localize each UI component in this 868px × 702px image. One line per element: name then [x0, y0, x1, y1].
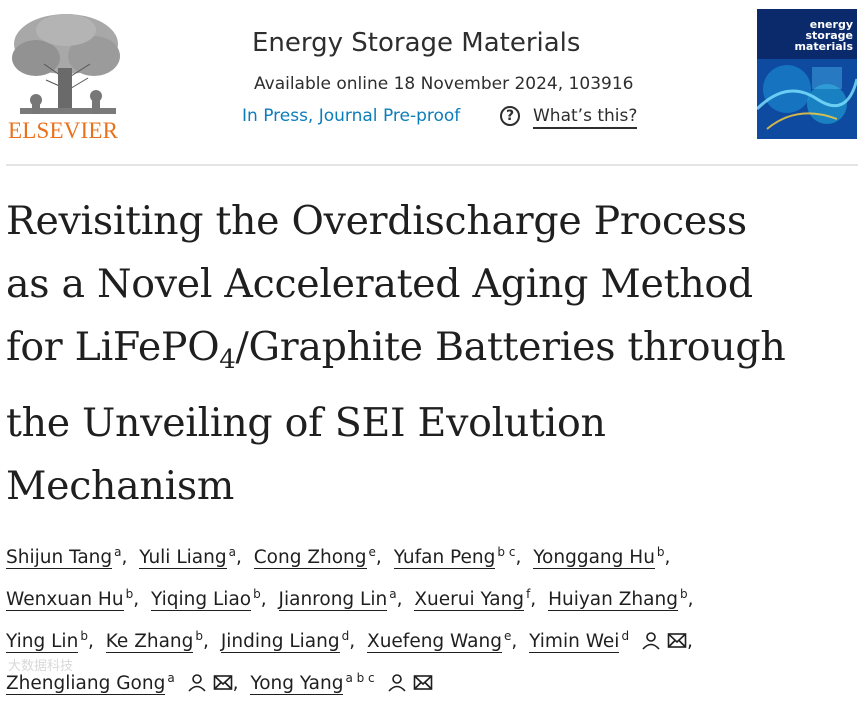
author-name[interactable]: Yuli Liang: [139, 547, 227, 569]
affiliation-marker[interactable]: b c: [497, 545, 516, 559]
title-line: as a Novel Accelerated Aging Method: [6, 261, 753, 307]
person-icon[interactable]: [387, 674, 407, 692]
author-name[interactable]: Wenxuan Hu: [6, 589, 124, 611]
title-text: for LiFePO: [6, 324, 220, 370]
author-name[interactable]: Jianrong Lin: [278, 589, 388, 611]
separator: ,: [260, 589, 267, 610]
author[interactable]: Xuefeng Wang e: [367, 618, 511, 660]
author[interactable]: Ke Zhang b: [105, 618, 204, 660]
author-name[interactable]: Yonggang Hu: [533, 547, 655, 569]
author[interactable]: Shijun Tang a: [6, 534, 121, 576]
author[interactable]: Cong Zhong e: [253, 534, 376, 576]
help-circle-icon[interactable]: ?: [500, 106, 520, 126]
affiliation-marker[interactable]: d: [341, 629, 350, 643]
author-name[interactable]: Huiyan Zhang: [548, 589, 678, 611]
title-text: /Graphite Batteries through: [235, 324, 786, 370]
person-icon[interactable]: [641, 632, 661, 650]
author-name[interactable]: Jinding Liang: [220, 631, 340, 653]
author-name[interactable]: Xuefeng Wang: [367, 631, 502, 653]
journal-cover-image[interactable]: energy storage materials: [757, 9, 857, 139]
affiliation-marker[interactable]: a: [114, 545, 122, 559]
affiliation-marker[interactable]: f: [526, 587, 531, 601]
author-name[interactable]: Yimin Wei: [529, 631, 620, 653]
envelope-icon[interactable]: [213, 674, 233, 692]
in-press-status-link[interactable]: In Press, Journal Pre-proof: [242, 106, 461, 126]
author[interactable]: Wenxuan Hu b: [6, 576, 133, 618]
author-name[interactable]: Ke Zhang: [105, 631, 194, 653]
author-name[interactable]: Ying Lin: [6, 631, 79, 653]
author[interactable]: Jinding Liang d: [220, 618, 350, 660]
author-name[interactable]: Shijun Tang: [6, 547, 113, 569]
elsevier-wordmark[interactable]: ELSEVIER: [8, 118, 119, 143]
affiliation-marker[interactable]: b: [253, 587, 261, 601]
affiliation-marker[interactable]: e: [368, 545, 376, 559]
cover-title-line: materials: [794, 40, 853, 53]
affiliation-marker[interactable]: a b c: [345, 671, 375, 685]
journal-title[interactable]: Energy Storage Materials: [252, 28, 581, 58]
author[interactable]: Yimin Wei d: [529, 618, 687, 660]
separator: ,: [687, 589, 694, 610]
affiliation-marker[interactable]: b: [80, 629, 88, 643]
author-name[interactable]: Yufan Peng: [393, 547, 496, 569]
affiliation-marker[interactable]: b: [679, 587, 688, 601]
separator: ,: [232, 673, 239, 694]
separator: ,: [121, 547, 128, 568]
person-icon[interactable]: [187, 674, 207, 692]
author[interactable]: Jianrong Lin a: [278, 576, 397, 618]
affiliation-marker[interactable]: b: [195, 629, 204, 643]
author[interactable]: Yufan Peng b c: [393, 534, 516, 576]
whats-this-link[interactable]: What’s this?: [533, 106, 638, 129]
affiliation-marker[interactable]: a: [389, 587, 397, 601]
separator: ,: [664, 547, 671, 568]
author-name[interactable]: Zhengliang Gong: [6, 673, 166, 695]
title-line: Mechanism: [6, 463, 235, 509]
author[interactable]: Xuerui Yang f: [414, 576, 530, 618]
watermark-text: 大数据科技: [8, 659, 74, 674]
author[interactable]: Yuli Liang a: [139, 534, 236, 576]
author[interactable]: Yonggang Hu b: [533, 534, 665, 576]
separator: ,: [133, 589, 140, 610]
title-line: Revisiting the Overdischarge Process: [6, 198, 747, 244]
author-name[interactable]: Xuerui Yang: [414, 589, 525, 611]
separator: ,: [396, 589, 403, 610]
author[interactable]: Huiyan Zhang b: [548, 576, 688, 618]
header-divider: [6, 164, 858, 166]
affiliation-marker[interactable]: a: [228, 545, 236, 559]
separator: ,: [515, 547, 522, 568]
affiliation-marker[interactable]: e: [503, 629, 512, 643]
article-header: ELSEVIER Energy Storage Materials Availa…: [0, 0, 868, 166]
cover-title-line: storage: [805, 29, 853, 42]
separator: ,: [375, 547, 382, 568]
author-name[interactable]: Yong Yang: [250, 673, 344, 695]
title-line: for LiFePO4/Graphite Batteries through: [6, 316, 864, 392]
author-name[interactable]: Yiqing Liao: [150, 589, 252, 611]
article-title: Revisiting the Overdischarge Process as …: [6, 190, 864, 518]
affiliation-marker[interactable]: a: [167, 671, 175, 685]
envelope-icon[interactable]: [667, 632, 687, 650]
author[interactable]: Yong Yang a b c: [250, 660, 432, 702]
author-list: Shijun Tang a, Yuli Liang a, Cong Zhong e, …: [6, 534, 864, 702]
affiliation-marker[interactable]: d: [621, 629, 630, 643]
cover-title: energy storage materials: [761, 19, 853, 52]
separator: ,: [511, 631, 518, 652]
available-online-date: Available online 18 November 2024, 10391…: [254, 74, 634, 94]
author[interactable]: Ying Lin b: [6, 618, 88, 660]
cover-artwork: [757, 9, 857, 139]
separator: ,: [87, 631, 94, 652]
separator: ,: [349, 631, 356, 652]
affiliation-marker[interactable]: b: [125, 587, 134, 601]
envelope-icon[interactable]: [413, 674, 433, 692]
author[interactable]: Yiqing Liao b: [150, 576, 261, 618]
elsevier-tree-logo[interactable]: [6, 8, 126, 144]
title-subscript: 4: [219, 345, 236, 375]
separator: ,: [203, 631, 209, 652]
affiliation-marker[interactable]: b: [656, 545, 665, 559]
cover-title-line: energy: [809, 18, 853, 31]
separator: ,: [530, 589, 537, 610]
author-name[interactable]: Cong Zhong: [253, 547, 367, 569]
title-line: the Unveiling of SEI Evolution: [6, 400, 606, 446]
separator: ,: [686, 631, 693, 652]
separator: ,: [235, 547, 242, 568]
